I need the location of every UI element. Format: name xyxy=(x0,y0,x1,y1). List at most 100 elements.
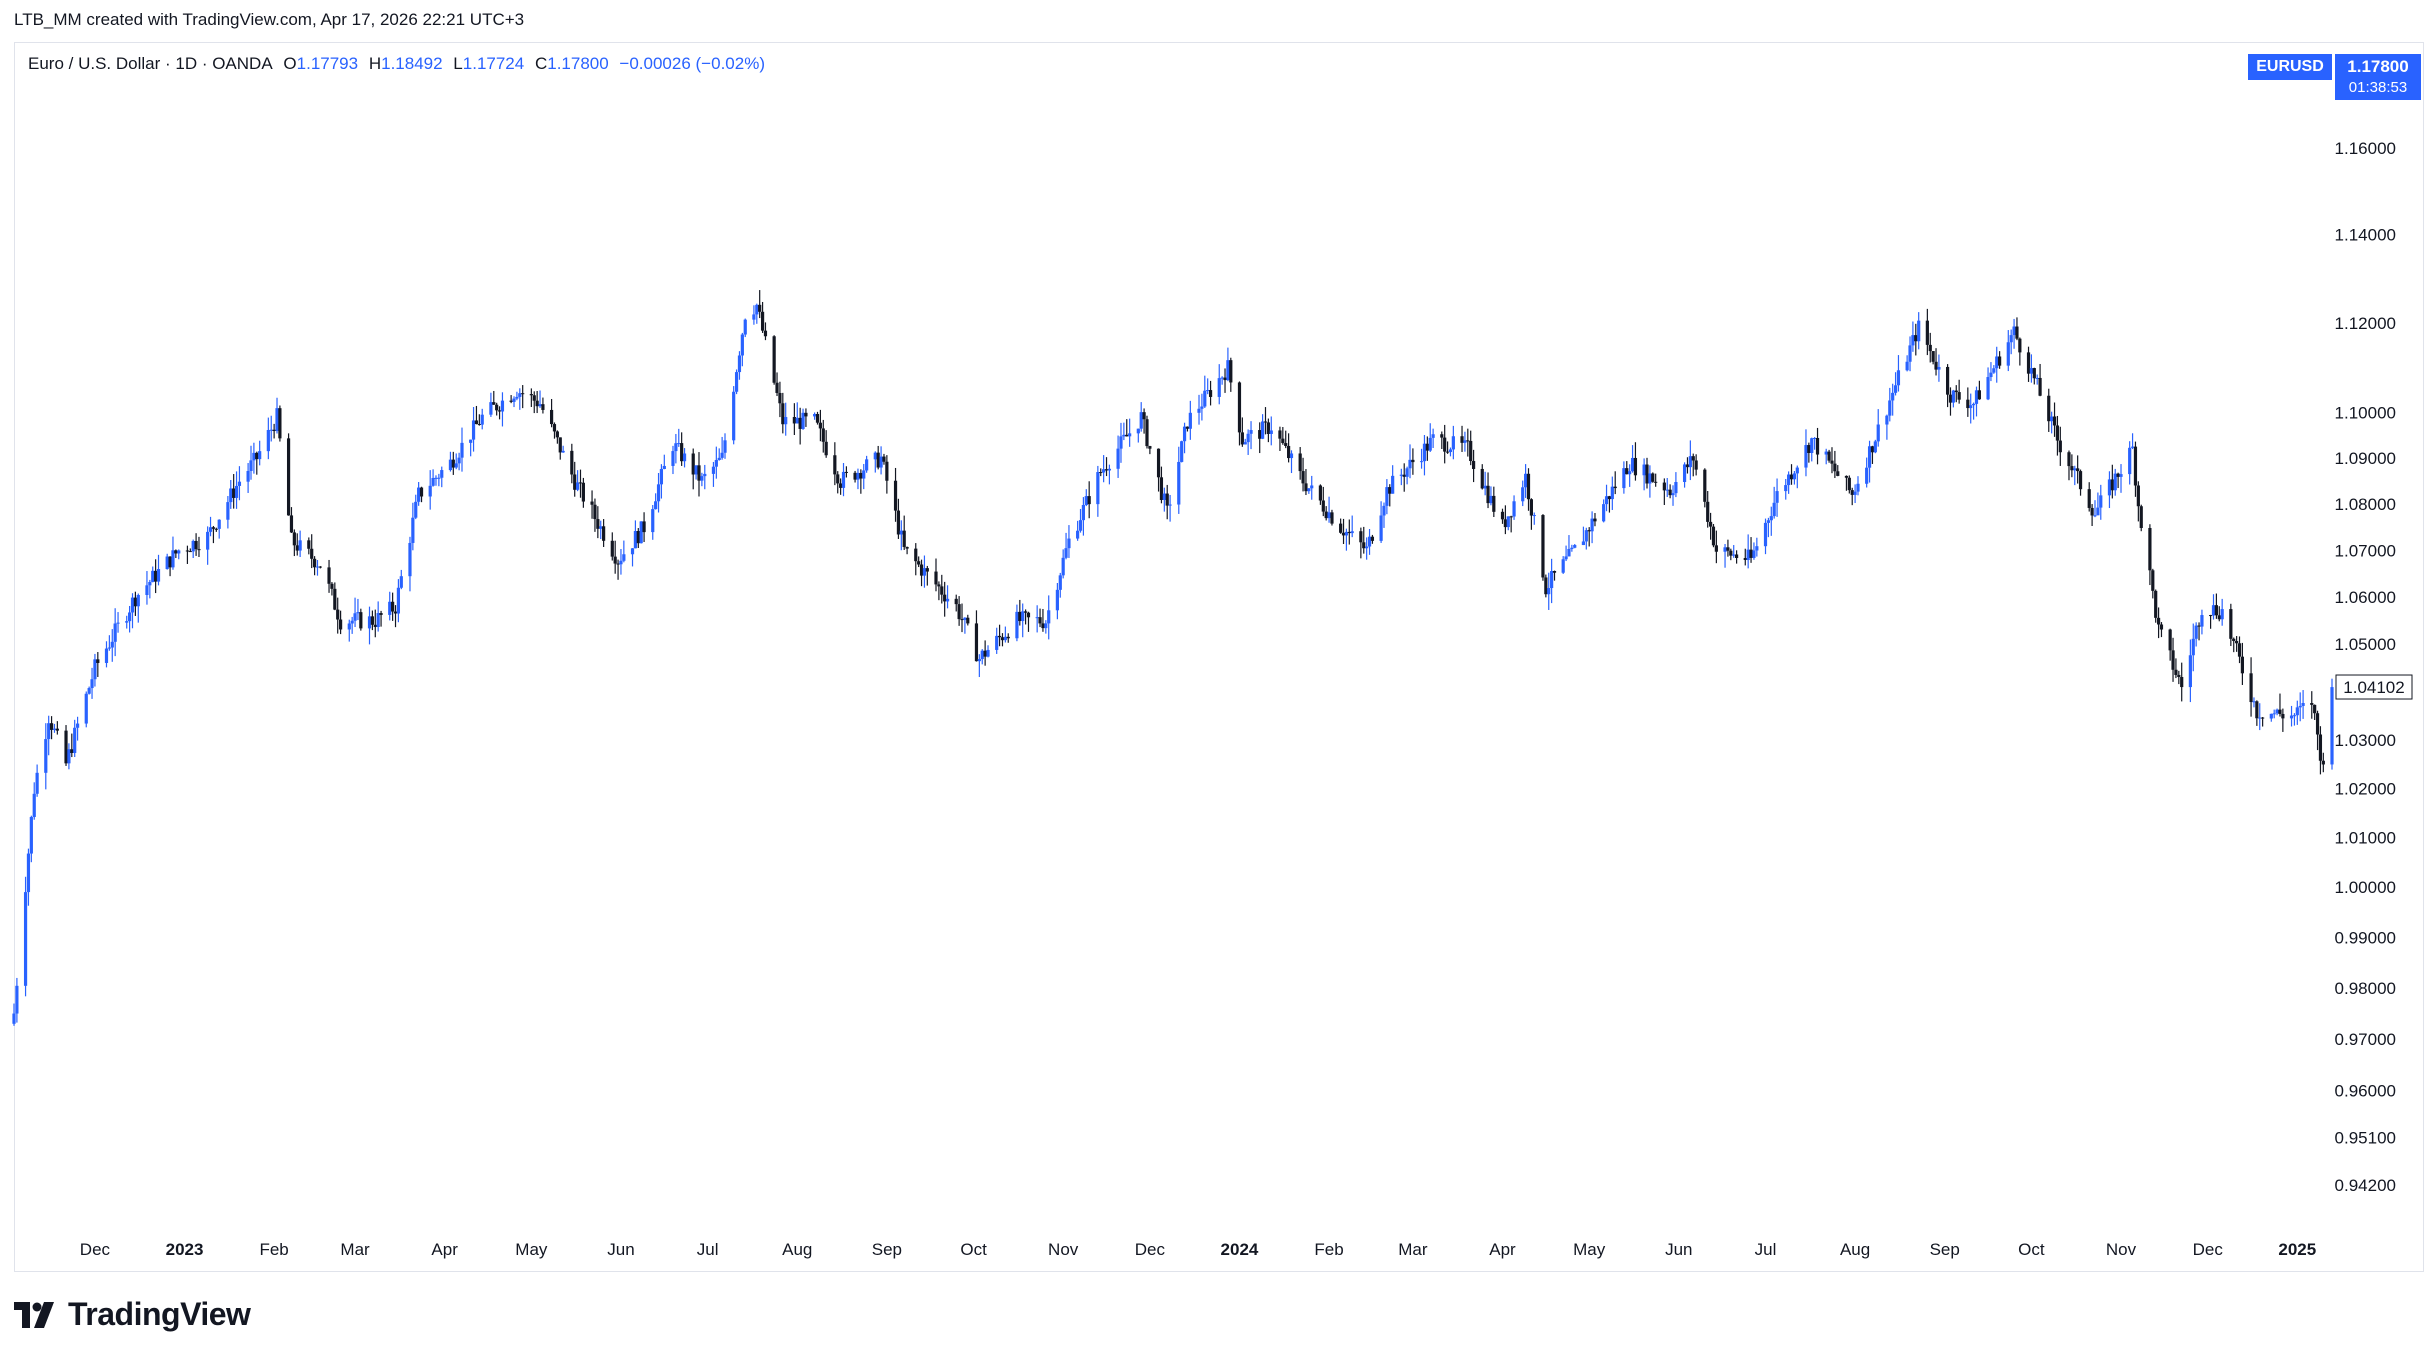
candle-body xyxy=(84,693,88,724)
time-tick-label: Oct xyxy=(2018,1240,2045,1259)
candle-body xyxy=(1853,491,1857,495)
candle-body xyxy=(518,393,522,397)
candle-body xyxy=(1419,461,1424,463)
last-price-box xyxy=(2335,674,2413,700)
candle-body xyxy=(1628,471,1632,475)
candle-body xyxy=(2191,638,2195,656)
candle-body xyxy=(1023,611,1028,613)
candle-body xyxy=(833,455,837,475)
candle-body xyxy=(2281,713,2285,719)
candle-body xyxy=(1081,505,1086,521)
candle-body xyxy=(555,431,559,438)
candle-body xyxy=(700,476,704,481)
candle-body xyxy=(1850,490,1854,495)
candle-body xyxy=(1165,493,1169,506)
candle-body xyxy=(1581,541,1586,546)
candle-body xyxy=(662,465,666,470)
candle-body xyxy=(1365,546,1369,549)
candle-body xyxy=(2318,734,2323,761)
close-value: 1.17800 xyxy=(547,54,609,73)
candle-body xyxy=(836,474,840,484)
candle-body xyxy=(576,482,580,490)
candle-body xyxy=(1402,474,1406,477)
candle-body xyxy=(734,372,739,392)
candle-body xyxy=(1197,408,1201,413)
candle-body xyxy=(1466,440,1470,442)
candle-body xyxy=(599,526,603,529)
candle-body xyxy=(2035,377,2039,379)
candle-body xyxy=(1200,406,1204,409)
price-tick-label: 1.12000 xyxy=(2335,314,2396,333)
candle-body xyxy=(622,554,626,561)
candle-body xyxy=(266,430,270,452)
candle-body xyxy=(1934,361,1938,370)
candle-body xyxy=(431,477,435,486)
candle-body xyxy=(1703,469,1707,502)
candle-body xyxy=(1865,467,1869,484)
candle-body xyxy=(2310,702,2314,705)
candle-body xyxy=(1547,588,1551,595)
candle-body xyxy=(414,501,418,518)
candle-body xyxy=(353,613,357,621)
candle-body xyxy=(1122,434,1126,437)
tradingview-logo[interactable]: TradingView xyxy=(14,1296,251,1333)
candle-body xyxy=(1443,437,1447,452)
candle-body xyxy=(2052,416,2057,426)
candle-body xyxy=(1156,448,1161,478)
candle-body xyxy=(1671,493,1675,496)
candle-body xyxy=(188,551,192,553)
candle-body xyxy=(1243,442,1247,445)
candle-body xyxy=(1792,473,1797,480)
candle-body xyxy=(1688,456,1692,468)
candle-body xyxy=(1986,377,1990,400)
candle-body xyxy=(552,424,557,432)
candle-body xyxy=(1648,473,1652,484)
candle-body xyxy=(1284,443,1288,446)
candle-body xyxy=(682,453,687,462)
candle-body xyxy=(388,601,392,615)
candle-body xyxy=(312,558,317,568)
candle-body xyxy=(1278,430,1282,439)
candle-body xyxy=(2119,474,2123,477)
candle-body xyxy=(206,531,210,550)
candle-body xyxy=(1691,456,1695,461)
candle-body xyxy=(917,561,921,565)
candle-body xyxy=(492,402,496,405)
candle-body xyxy=(720,452,724,458)
candle-body xyxy=(125,621,129,623)
candle-body xyxy=(1220,377,1224,379)
candle-body xyxy=(156,569,161,582)
candle-body xyxy=(1347,531,1351,534)
candle-body xyxy=(1139,412,1143,429)
candle-body xyxy=(671,451,675,466)
candle-body xyxy=(636,531,640,544)
candle-body xyxy=(12,1013,16,1024)
candle-body xyxy=(1726,547,1730,551)
candle-body xyxy=(1411,459,1415,463)
candle-body xyxy=(1431,434,1435,438)
candle-body xyxy=(1989,372,1993,378)
candle-body xyxy=(818,422,822,429)
last-price-label: 1.04102 xyxy=(2343,678,2404,697)
time-tick-label: Mar xyxy=(1398,1240,1428,1259)
candle-body xyxy=(1784,485,1788,492)
candle-body xyxy=(983,650,987,657)
candle-body xyxy=(168,556,172,568)
candle-body xyxy=(2313,704,2317,714)
candle-body xyxy=(919,564,924,576)
candle-body xyxy=(905,546,909,549)
candle-body xyxy=(347,623,351,630)
candle-body xyxy=(1055,589,1059,611)
candle-body xyxy=(798,417,802,429)
candle-body xyxy=(1385,487,1389,506)
candle-body xyxy=(1208,390,1213,397)
candle-body xyxy=(217,519,221,529)
candle-body xyxy=(925,568,929,572)
candle-body xyxy=(1044,623,1048,629)
candle-body xyxy=(339,619,343,630)
candle-body xyxy=(497,410,502,412)
candle-body xyxy=(177,550,181,554)
candle-body xyxy=(1602,504,1606,522)
bar-countdown: 01:38:53 xyxy=(2348,79,2408,96)
